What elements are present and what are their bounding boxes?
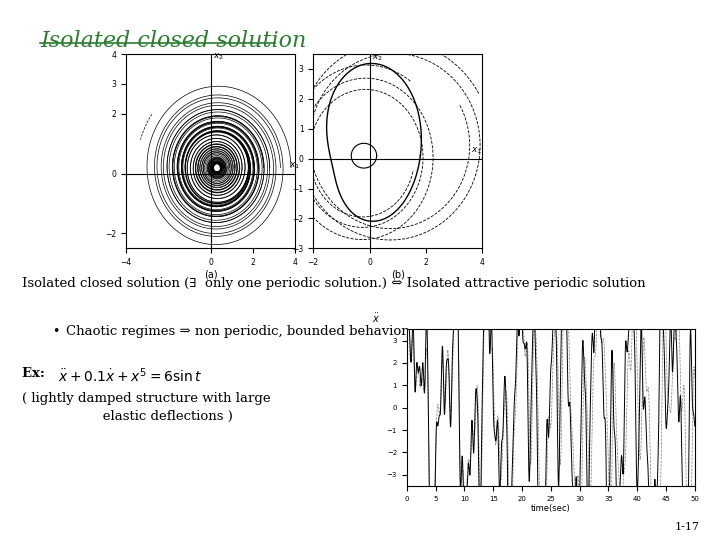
Text: $\ddot{x}$: $\ddot{x}$ xyxy=(372,312,380,325)
Text: •: • xyxy=(52,325,59,338)
Text: $\ddot{x}+ 0.1\dot{x}+ x^5 = 6\sin t$: $\ddot{x}+ 0.1\dot{x}+ x^5 = 6\sin t$ xyxy=(58,367,202,386)
Text: 1-17: 1-17 xyxy=(675,522,700,532)
Text: Ex:: Ex: xyxy=(22,367,54,380)
Text: Isolated closed solution: Isolated closed solution xyxy=(40,30,307,52)
X-axis label: (a): (a) xyxy=(204,270,217,280)
Text: $x_1$: $x_1$ xyxy=(289,160,300,171)
Text: $x_2$: $x_2$ xyxy=(372,53,383,64)
X-axis label: (b): (b) xyxy=(391,270,405,280)
X-axis label: time(sec): time(sec) xyxy=(531,504,571,514)
Text: Chaotic regimes ⇒ non periodic, bounded behavior: Chaotic regimes ⇒ non periodic, bounded … xyxy=(66,325,408,338)
Text: Isolated closed solution (∃  only one periodic solution.) ⇔ Isolated attractive : Isolated closed solution (∃ only one per… xyxy=(22,277,646,290)
Text: $x_1$: $x_1$ xyxy=(471,146,482,156)
Text: ( lightly damped structure with large: ( lightly damped structure with large xyxy=(22,392,271,405)
Text: elastic deflections ): elastic deflections ) xyxy=(22,410,233,423)
Text: $x_2$: $x_2$ xyxy=(212,51,224,62)
